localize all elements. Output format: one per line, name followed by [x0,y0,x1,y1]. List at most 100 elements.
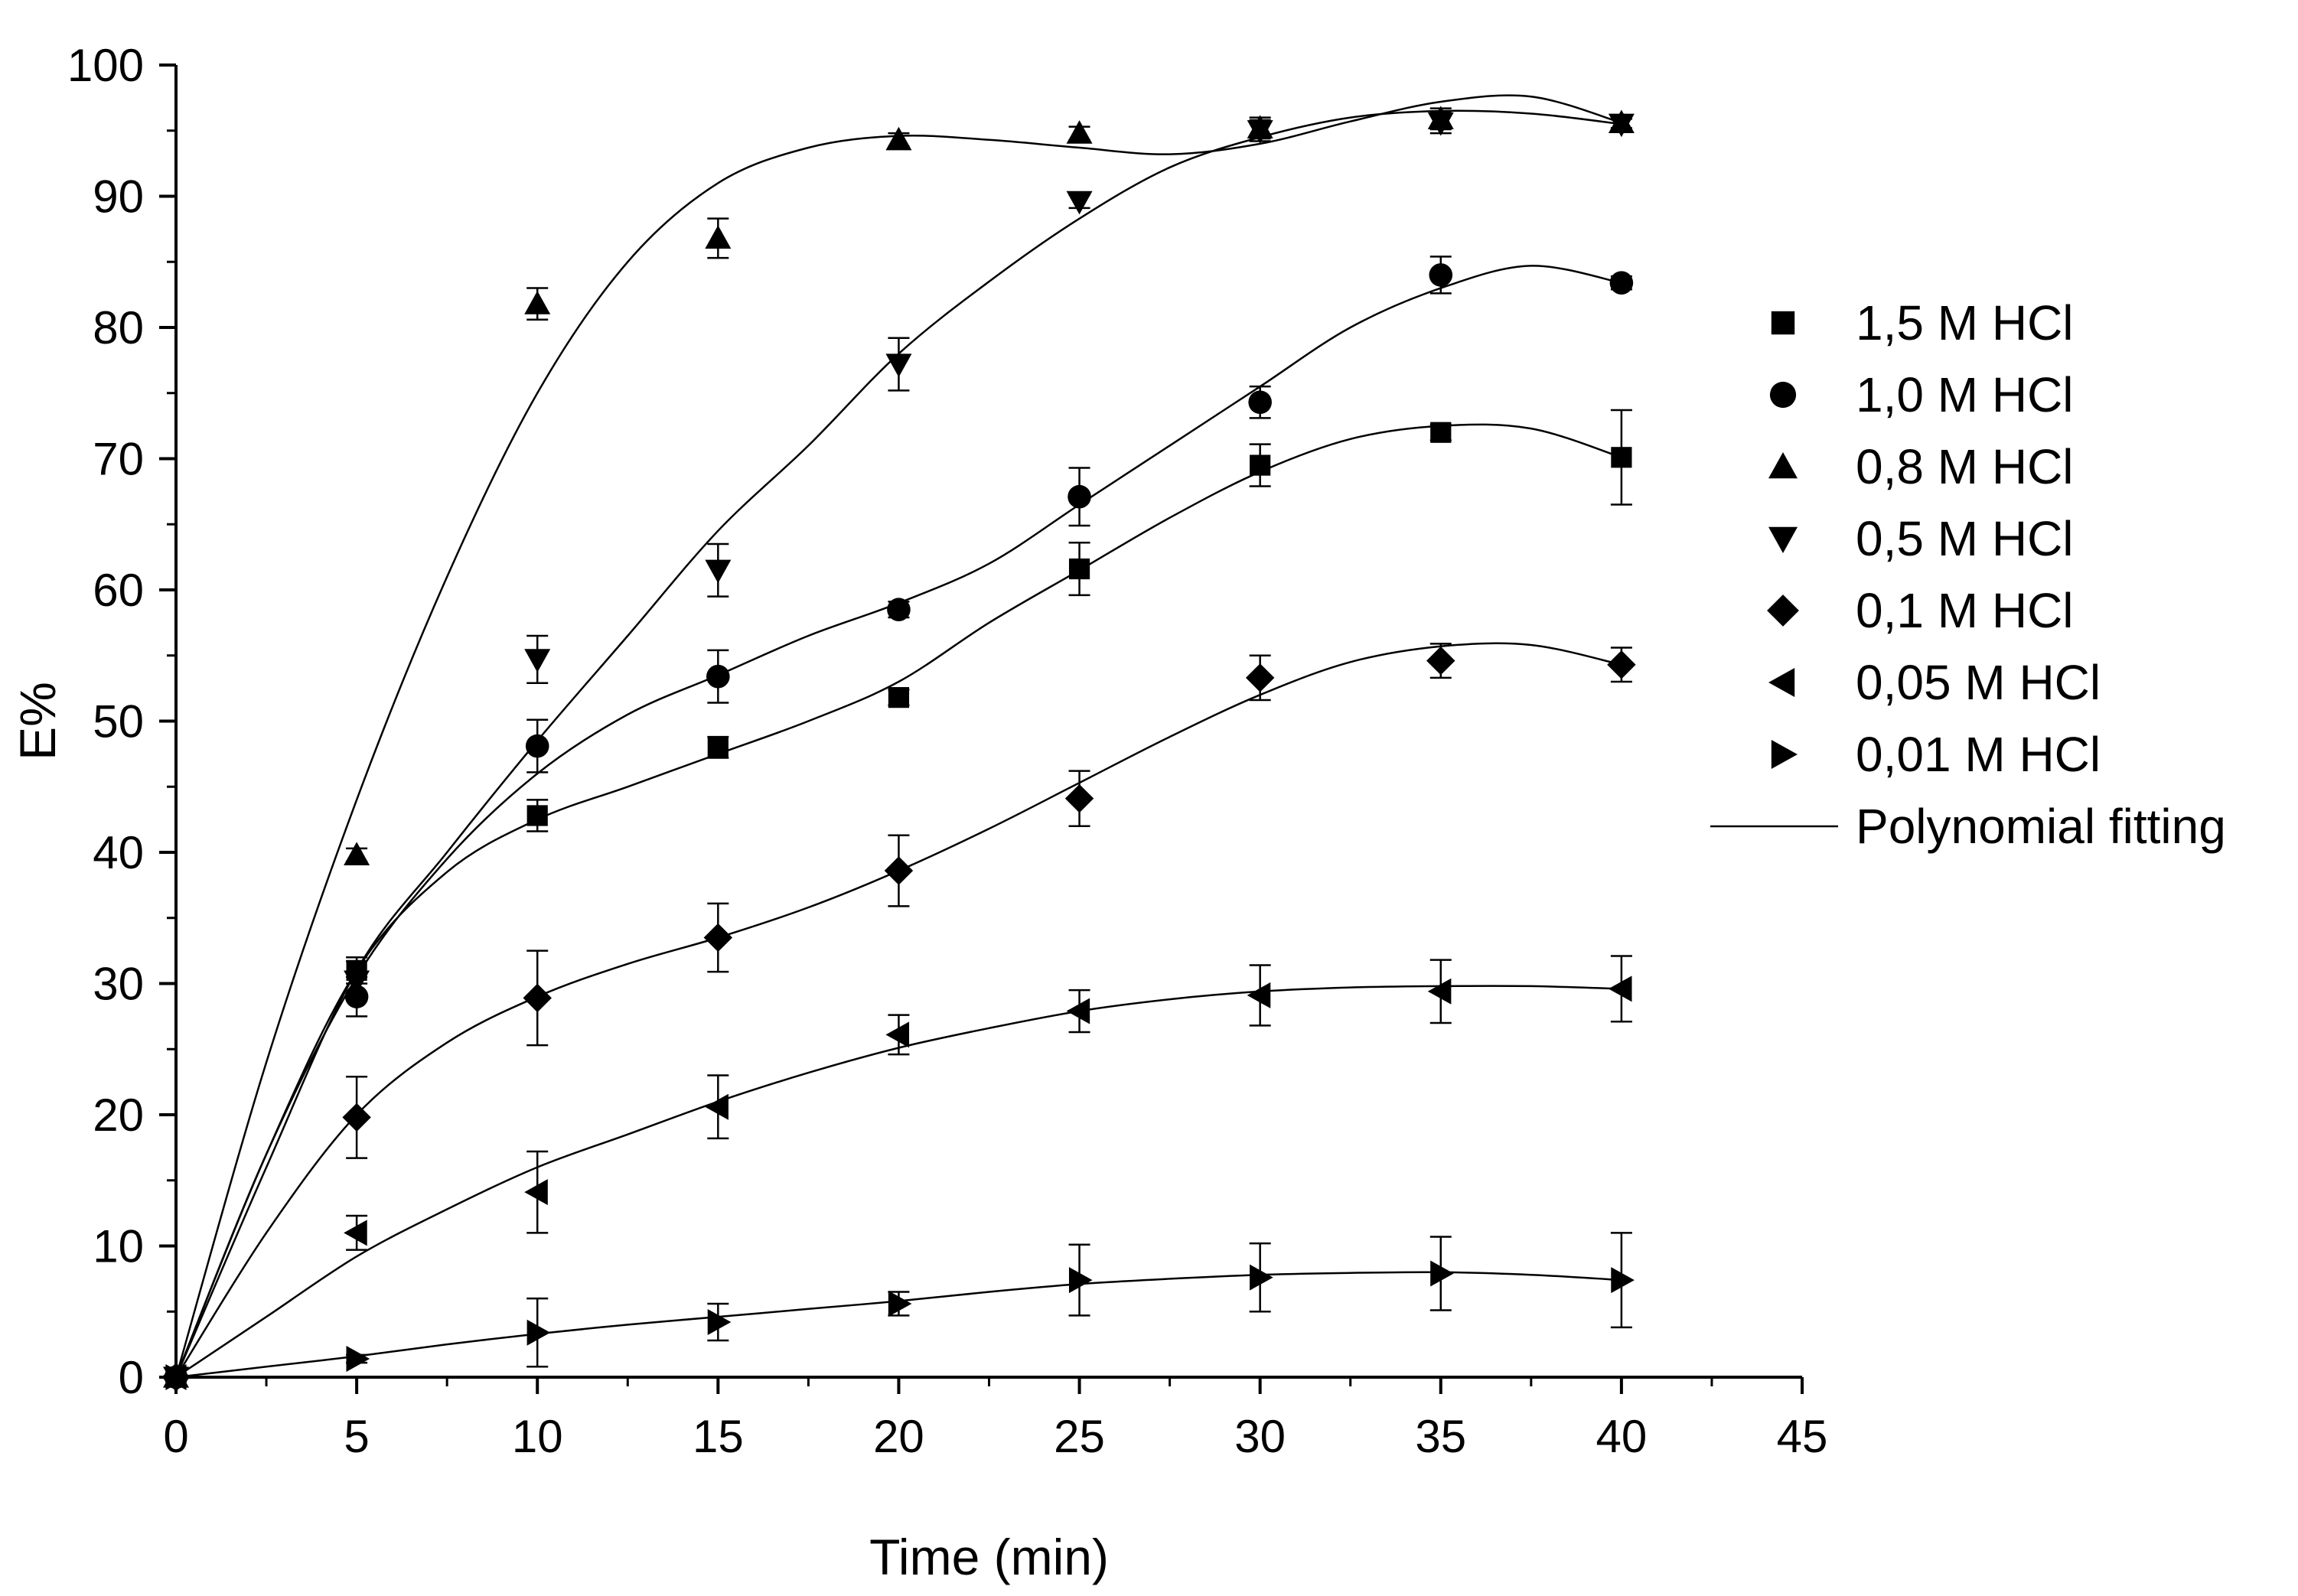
data-point [1068,558,1090,580]
data-point [1068,484,1091,509]
data-point [523,983,552,1013]
x-tick-label: 35 [1415,1411,1466,1462]
data-point [524,649,551,673]
data-point [1247,120,1273,144]
data-point [1429,263,1453,287]
legend-marker [1771,740,1798,769]
data-point [344,985,369,1008]
data-point [1250,1264,1273,1291]
data-point [1609,271,1634,295]
data-markers [161,106,1636,1392]
data-point [1427,978,1452,1005]
data-point [1066,120,1093,144]
x-tick-label: 45 [1777,1411,1828,1462]
legend-label: 0,01 M HCl [1856,727,2101,782]
y-tick-label: 30 [93,959,144,1010]
legend-label: Polynomial fitting [1856,799,2226,854]
legend-marker [1768,452,1798,479]
legend-label: 1,0 M HCl [1856,367,2074,422]
data-point [1607,650,1636,679]
data-point [884,856,914,885]
legend-marker [1769,381,1797,409]
fit-curves [174,94,1622,1379]
data-point [706,664,730,689]
data-point [524,1179,548,1206]
axes [174,65,1802,1379]
data-point [888,687,910,708]
data-point [1611,447,1632,468]
fit-curve [174,94,1622,1378]
data-point [1250,454,1271,476]
data-point [887,598,911,622]
data-point [707,737,729,758]
x-tick-label: 10 [512,1411,563,1462]
y-tick-label: 10 [93,1221,144,1272]
x-tick-label: 15 [693,1411,744,1462]
data-point [1245,663,1275,692]
data-point [1426,646,1455,676]
y-tick-label: 60 [93,565,144,616]
data-point [1066,191,1093,215]
y-tick-label: 100 [67,40,144,91]
data-point [888,1290,912,1317]
y-tick-label: 50 [93,696,144,748]
data-point [344,1220,367,1246]
data-point [526,805,548,826]
legend-marker [1767,594,1799,627]
data-point [1611,1267,1635,1294]
legend-label: 0,8 M HCl [1856,439,2074,494]
ticks: 0 5 10 15 20 25 30 35 40 45 0 10 20 30 40 50 60 70 80 90 100 [67,40,1827,1462]
legend-marker [1768,526,1798,553]
x-tick-label: 40 [1596,1411,1648,1462]
data-point [526,1319,551,1346]
data-point [885,353,912,378]
data-point [885,126,912,151]
legend-marker [1768,668,1795,697]
data-point [525,734,549,758]
data-point [342,1103,371,1132]
fit-curve [174,642,1622,1378]
data-point [344,842,370,866]
y-tick-label: 70 [93,434,144,485]
fit-curve [174,265,1622,1378]
x-tick-label: 30 [1234,1411,1286,1462]
fit-curve [175,1271,1622,1379]
data-point [1066,998,1090,1024]
y-axis-title: E% [9,682,66,761]
data-point [1248,390,1272,415]
fit-curve [175,985,1622,1379]
y-tick-label: 80 [93,302,144,353]
data-point [705,559,732,584]
data-point [1247,982,1271,1008]
legend-marker [1771,311,1795,335]
y-tick-label: 40 [93,827,144,878]
data-point [1608,113,1635,138]
data-point [707,1308,732,1335]
x-tick-label: 5 [344,1411,369,1462]
legend: 1,5 M HCl 1,0 M HCl 0,8 M HCl 0,5 M HCl 0,1 … [1710,295,2226,854]
y-tick-label: 0 [119,1352,144,1403]
data-point [705,1093,729,1120]
data-point [344,970,370,995]
data-point [1430,1260,1454,1287]
legend-label: 0,05 M HCl [1856,655,2101,710]
legend-label: 1,5 M HCl [1856,295,2074,350]
data-point [705,225,732,249]
data-point [1068,1267,1093,1294]
data-point [1064,783,1094,813]
data-point [346,1345,370,1372]
x-tick-label: 25 [1054,1411,1105,1462]
data-point [1427,112,1454,136]
y-tick-label: 20 [93,1090,144,1141]
x-tick-label: 0 [163,1411,188,1462]
y-tick-label: 90 [93,171,144,223]
data-point [703,923,733,953]
legend-label: 0,5 M HCl [1856,511,2074,566]
data-point [1608,976,1632,1002]
legend-label: 0,1 M HCl [1856,583,2074,638]
data-point [885,1021,910,1048]
x-tick-label: 20 [873,1411,924,1462]
data-point [1430,422,1452,443]
x-axis-title: Time (min) [869,1529,1109,1585]
